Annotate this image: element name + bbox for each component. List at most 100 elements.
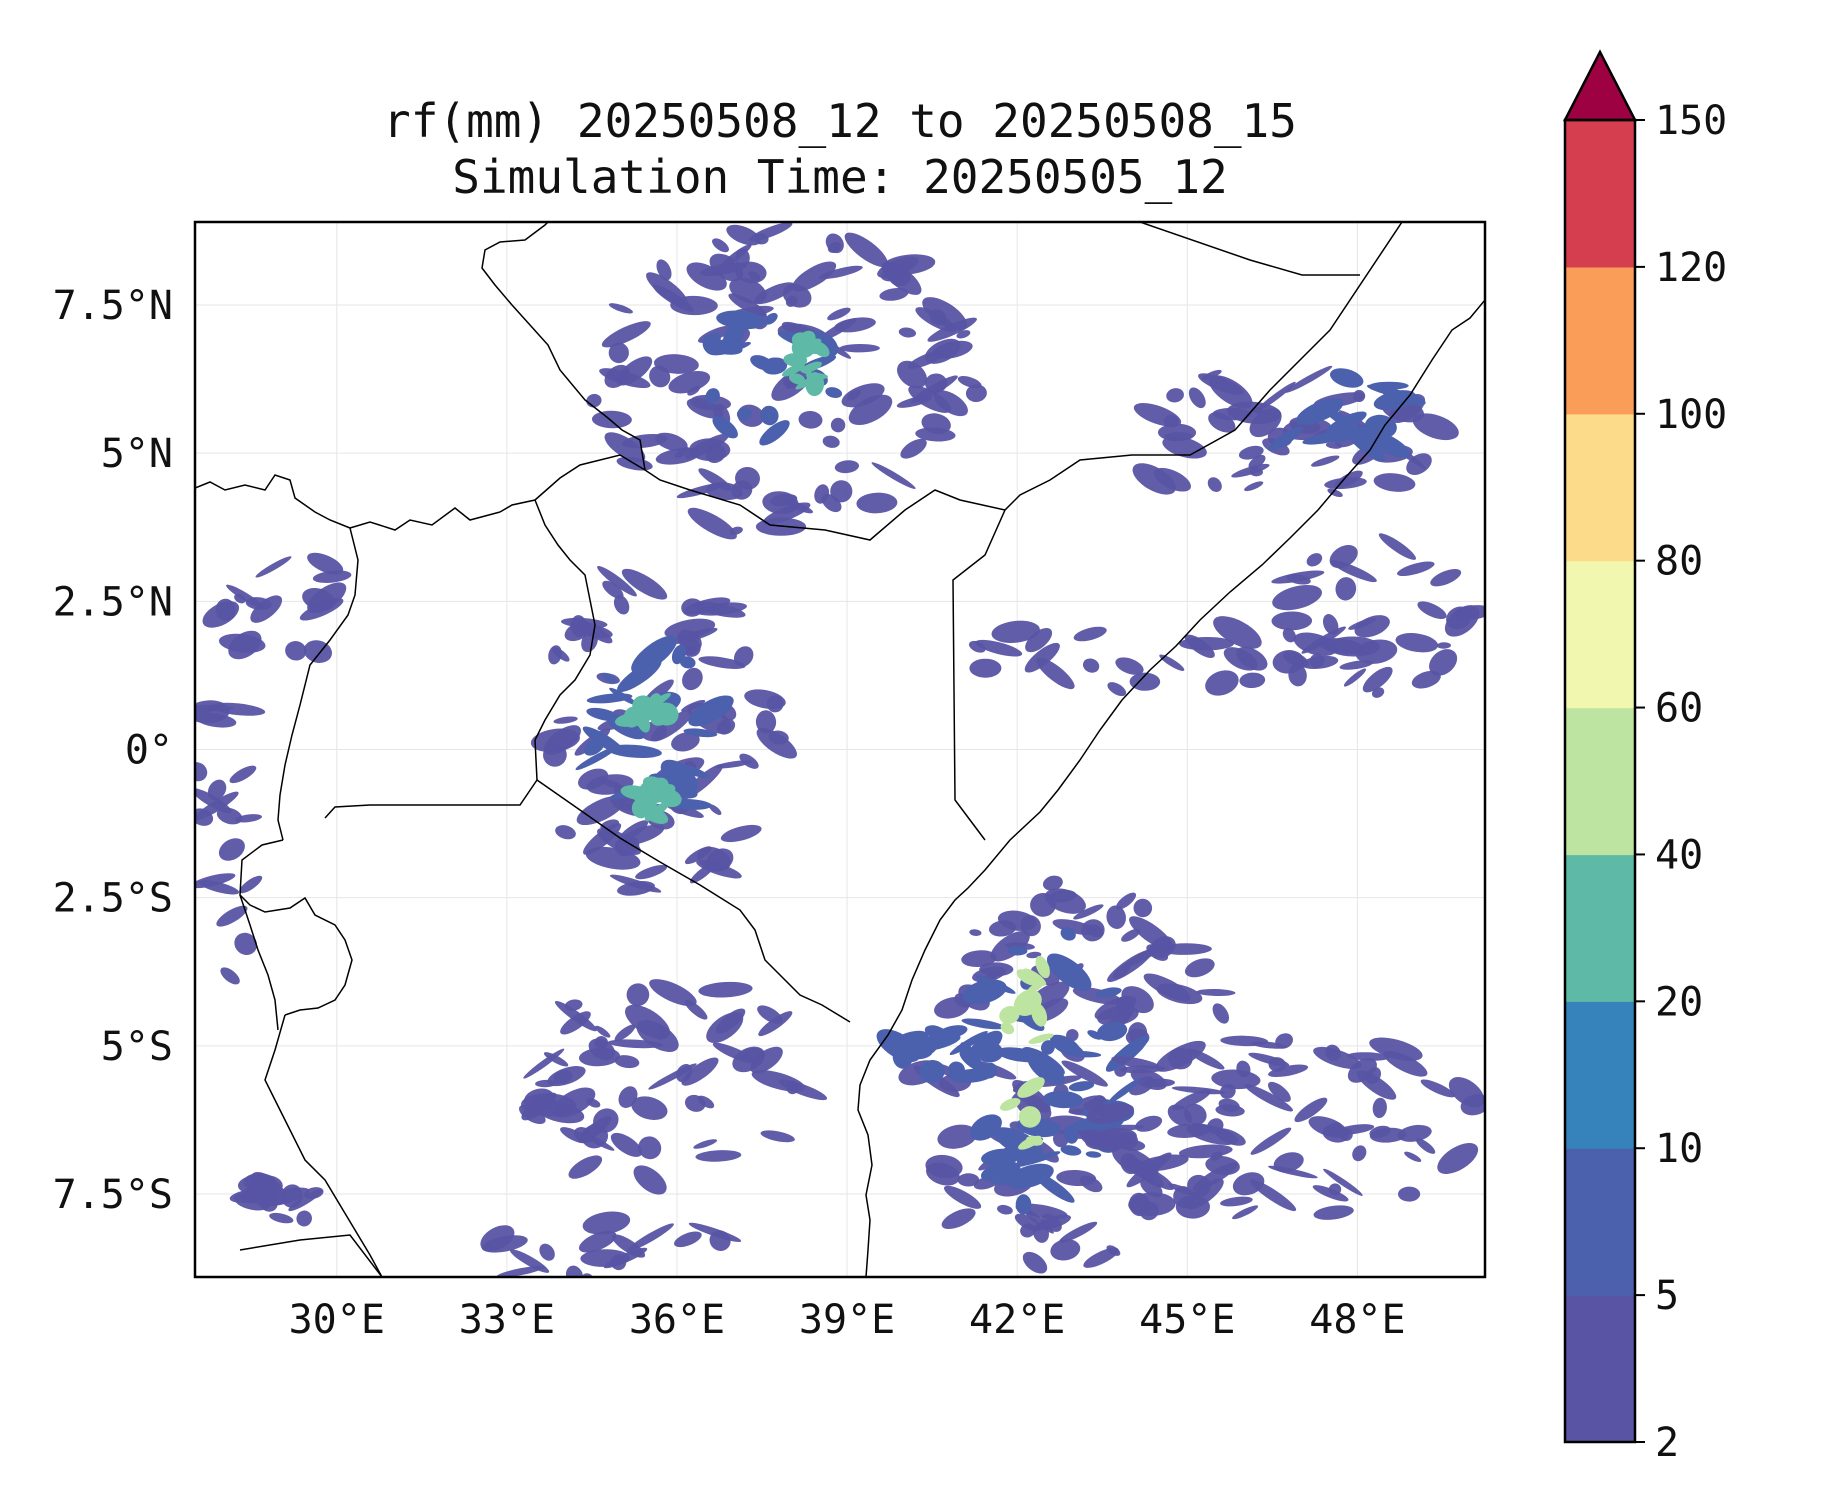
- rain-cell: [614, 1055, 640, 1069]
- rain-cell: [1016, 969, 1037, 986]
- rain-cell: [565, 1265, 584, 1277]
- rain-cell: [218, 633, 266, 653]
- rain-cell: [1236, 646, 1268, 671]
- rain-cell: [1272, 650, 1305, 674]
- x-tick-label-1: 33°E: [459, 1297, 555, 1343]
- rain-cell: [631, 635, 678, 674]
- rain-cell: [649, 979, 697, 1007]
- rain-cell: [839, 343, 880, 353]
- rain-cell: [1068, 1081, 1095, 1092]
- rain-cell: [591, 410, 632, 429]
- rain-cell: [973, 1040, 1004, 1063]
- rain-cell: [937, 1124, 977, 1149]
- rain-cell: [744, 689, 786, 710]
- rain-cell: [1378, 533, 1417, 560]
- colorbar-frame: [1563, 118, 1637, 1444]
- border-ethiopia-kenya: [499, 454, 1006, 541]
- rain-cell: [1179, 636, 1235, 651]
- colorbar-band-1: [1565, 1148, 1635, 1296]
- rain-cell: [1328, 1183, 1342, 1196]
- rain-cell: [216, 905, 248, 927]
- x-axis-ticks: 30°E 33°E 36°E 39°E 42°E 45°E 48°E: [289, 1297, 1406, 1343]
- y-tick-label-3: 0°: [125, 728, 173, 774]
- rain-cell: [876, 1029, 921, 1063]
- rain-cell: [997, 1204, 1013, 1215]
- rain-cell: [621, 568, 668, 600]
- rain-cell: [1166, 388, 1184, 403]
- rain-cell: [1132, 463, 1176, 495]
- rain-cell: [614, 1024, 636, 1042]
- y-tick-label-4: 2.5°S: [53, 876, 173, 922]
- rain-cell: [1211, 1069, 1261, 1090]
- x-tick-label-6: 48°E: [1309, 1297, 1405, 1343]
- map-title-line-1: rf(mm) 20250508_12 to 20250508_15: [383, 94, 1297, 148]
- rain-cell: [1323, 1168, 1363, 1196]
- rain-cell: [686, 262, 727, 291]
- rain-cell: [602, 580, 624, 599]
- rain-cell: [1171, 1086, 1226, 1095]
- rain-cell: [924, 338, 961, 364]
- rain-cell: [285, 641, 307, 661]
- rain-cell: [1420, 1079, 1456, 1098]
- rain-cell: [1213, 616, 1262, 649]
- border-zambia: [239, 1234, 383, 1277]
- rain-cell: [877, 256, 919, 279]
- rain-cell: [1025, 1135, 1044, 1146]
- rain-cell: [195, 713, 237, 728]
- rain-cell: [755, 710, 777, 734]
- rain-cell: [684, 1094, 706, 1112]
- rain-cell: [844, 232, 888, 267]
- rainfall-field: [195, 222, 1485, 1277]
- rain-cell: [1077, 1130, 1100, 1140]
- rain-cell: [1205, 670, 1239, 696]
- rain-cell: [543, 1052, 569, 1067]
- rainfall-region-5: [969, 616, 1365, 697]
- rainfall-region-2: [781, 330, 830, 397]
- rain-cell: [588, 1038, 616, 1061]
- rain-cell: [568, 1155, 603, 1179]
- x-tick-label-5: 45°E: [1139, 1297, 1235, 1343]
- rain-cell: [648, 784, 676, 803]
- rain-cell: [1327, 488, 1343, 498]
- colorbar-tick-label-6: 80: [1655, 539, 1703, 585]
- rain-cell: [627, 1223, 674, 1252]
- rain-cell: [1184, 958, 1215, 978]
- rain-cell: [933, 390, 968, 417]
- rain-cell: [712, 416, 738, 439]
- rain-cell: [1255, 381, 1296, 412]
- y-tick-label-2: 2.5°N: [53, 579, 173, 625]
- rain-cell: [664, 618, 716, 639]
- rain-cell: [1007, 945, 1028, 956]
- rain-cell: [1444, 605, 1480, 637]
- rain-cell: [760, 1130, 795, 1143]
- rain-cell: [688, 1222, 742, 1242]
- rainfall-region-18: [229, 1171, 324, 1227]
- rain-cell: [1448, 1077, 1485, 1108]
- rain-cell: [582, 1211, 631, 1235]
- colorbar-tick-label-1: 5: [1655, 1273, 1679, 1319]
- rain-cell: [1320, 426, 1368, 443]
- colorbar-ticks: 2 5 10 20 40 60 80 100 120 150: [1635, 98, 1727, 1466]
- rain-cell: [611, 1234, 646, 1258]
- rain-cell: [686, 398, 724, 419]
- border-south-sudan-drc: [195, 474, 351, 529]
- rain-cell: [999, 1097, 1021, 1111]
- rain-cell: [729, 526, 743, 535]
- rain-cell: [1322, 614, 1339, 635]
- rain-cell: [811, 341, 830, 358]
- rain-cell: [1362, 666, 1393, 693]
- rain-cell: [1406, 453, 1432, 475]
- rain-cell: [988, 1164, 1018, 1186]
- rain-cell: [576, 795, 625, 826]
- rain-cell: [496, 1265, 545, 1277]
- rain-cell: [1330, 560, 1377, 583]
- rain-cell: [1015, 1194, 1032, 1215]
- rain-cell: [1207, 477, 1222, 492]
- rain-cell: [539, 1243, 555, 1261]
- rain-cell: [226, 584, 264, 608]
- rain-cell: [218, 838, 245, 861]
- rain-cell: [991, 620, 1040, 643]
- rain-cell: [788, 373, 806, 385]
- rain-cell: [195, 762, 208, 782]
- x-tick-label-0: 30°E: [289, 1297, 385, 1343]
